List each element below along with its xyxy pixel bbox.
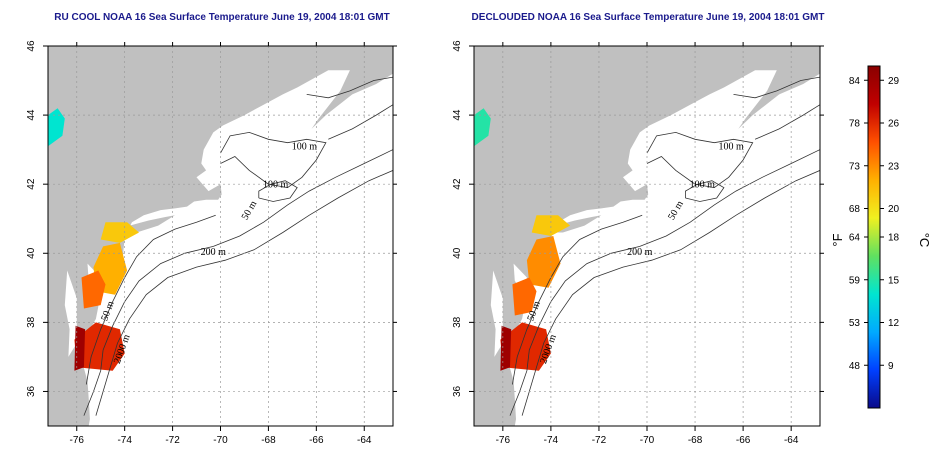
sst-patch bbox=[74, 322, 125, 371]
x-tick-label: -70 bbox=[640, 435, 655, 446]
y-tick-label: 46 bbox=[26, 40, 37, 52]
sst-patch bbox=[474, 108, 491, 147]
contour-label: 200 m bbox=[627, 247, 653, 258]
sst-patch bbox=[81, 270, 106, 309]
contour-label: 100 m bbox=[718, 142, 744, 153]
bay-water bbox=[490, 270, 503, 357]
temperature-colorbar: 84 29 78 26 73 23 68 20 64 18 59 15 53 12 48 9 °F °C bbox=[830, 65, 932, 409]
contour-label: 200 m bbox=[201, 247, 227, 258]
sst-patch bbox=[500, 325, 512, 371]
fahrenheit-tick-label: 53 bbox=[849, 318, 861, 329]
x-tick-label: -68 bbox=[261, 435, 276, 446]
y-tick-label: 36 bbox=[452, 385, 463, 397]
celsius-tick-label: 18 bbox=[888, 233, 900, 244]
x-tick-label: -74 bbox=[544, 435, 559, 446]
celsius-tick-label: 20 bbox=[888, 204, 900, 215]
y-tick-label: 40 bbox=[452, 247, 463, 259]
sst-patch bbox=[500, 322, 551, 371]
depth-contour bbox=[85, 214, 216, 385]
sst-patch bbox=[531, 215, 571, 236]
y-tick-label: 42 bbox=[452, 178, 463, 190]
x-tick-label: -72 bbox=[592, 435, 607, 446]
x-tick-label: -64 bbox=[357, 435, 372, 446]
fahrenheit-unit-label: °F bbox=[830, 233, 845, 246]
y-tick-label: 36 bbox=[26, 385, 37, 397]
fahrenheit-tick-label: 84 bbox=[849, 76, 861, 87]
fahrenheit-tick-label: 59 bbox=[849, 275, 861, 286]
celsius-tick-label: 15 bbox=[888, 275, 900, 286]
contour-label: 100 m bbox=[263, 180, 289, 191]
celsius-tick-label: 9 bbox=[888, 361, 894, 372]
celsius-tick-label: 12 bbox=[888, 318, 900, 329]
land-mass bbox=[48, 46, 393, 426]
land-mass bbox=[474, 46, 820, 426]
sst-patch bbox=[48, 108, 65, 147]
fahrenheit-tick-label: 73 bbox=[849, 161, 861, 172]
y-tick-label: 42 bbox=[26, 178, 37, 190]
depth-contour bbox=[95, 170, 393, 416]
depth-contour bbox=[685, 180, 725, 202]
y-tick-label: 38 bbox=[452, 316, 463, 328]
depth-contour bbox=[258, 180, 298, 202]
y-tick-label: 38 bbox=[26, 316, 37, 328]
contour-label: 100 m bbox=[292, 142, 318, 153]
x-tick-label: -68 bbox=[688, 435, 703, 446]
x-tick-label: -76 bbox=[496, 435, 511, 446]
bay-water bbox=[64, 270, 77, 357]
depth-contour bbox=[306, 76, 393, 99]
depth-contour bbox=[733, 76, 820, 99]
y-tick-label: 44 bbox=[26, 109, 37, 121]
depth-contour bbox=[521, 170, 820, 416]
x-tick-label: -76 bbox=[70, 435, 85, 446]
x-tick-label: -74 bbox=[117, 435, 132, 446]
celsius-tick-label: 23 bbox=[888, 161, 900, 172]
x-tick-label: -70 bbox=[213, 435, 228, 446]
depth-contour bbox=[512, 214, 643, 385]
x-tick-label: -66 bbox=[736, 435, 751, 446]
sst-patch bbox=[74, 325, 86, 371]
x-tick-label: -66 bbox=[309, 435, 324, 446]
y-tick-label: 40 bbox=[26, 247, 37, 259]
fahrenheit-tick-label: 48 bbox=[849, 361, 861, 372]
left-panel-title: RU COOL NOAA 16 Sea Surface Temperature … bbox=[54, 12, 390, 23]
colorbar-scale bbox=[867, 65, 881, 409]
long-island bbox=[124, 215, 175, 233]
fahrenheit-tick-label: 64 bbox=[849, 233, 861, 244]
celsius-unit-label: °C bbox=[917, 233, 932, 248]
sst-patch bbox=[100, 222, 139, 243]
fahrenheit-tick-label: 78 bbox=[849, 119, 861, 130]
celsius-tick-label: 26 bbox=[888, 119, 900, 130]
depth-contour bbox=[220, 131, 327, 189]
depth-contour bbox=[646, 131, 754, 189]
celsius-tick-label: 29 bbox=[888, 76, 900, 87]
fahrenheit-tick-label: 68 bbox=[849, 204, 861, 215]
right-panel-title: DECLOUDED NOAA 16 Sea Surface Temperatur… bbox=[472, 12, 825, 23]
x-tick-label: -72 bbox=[165, 435, 180, 446]
x-tick-label: -64 bbox=[784, 435, 799, 446]
sst-patch bbox=[512, 277, 537, 316]
y-tick-label: 46 bbox=[452, 40, 463, 52]
y-tick-label: 44 bbox=[452, 109, 463, 121]
contour-label: 100 m bbox=[690, 180, 716, 191]
